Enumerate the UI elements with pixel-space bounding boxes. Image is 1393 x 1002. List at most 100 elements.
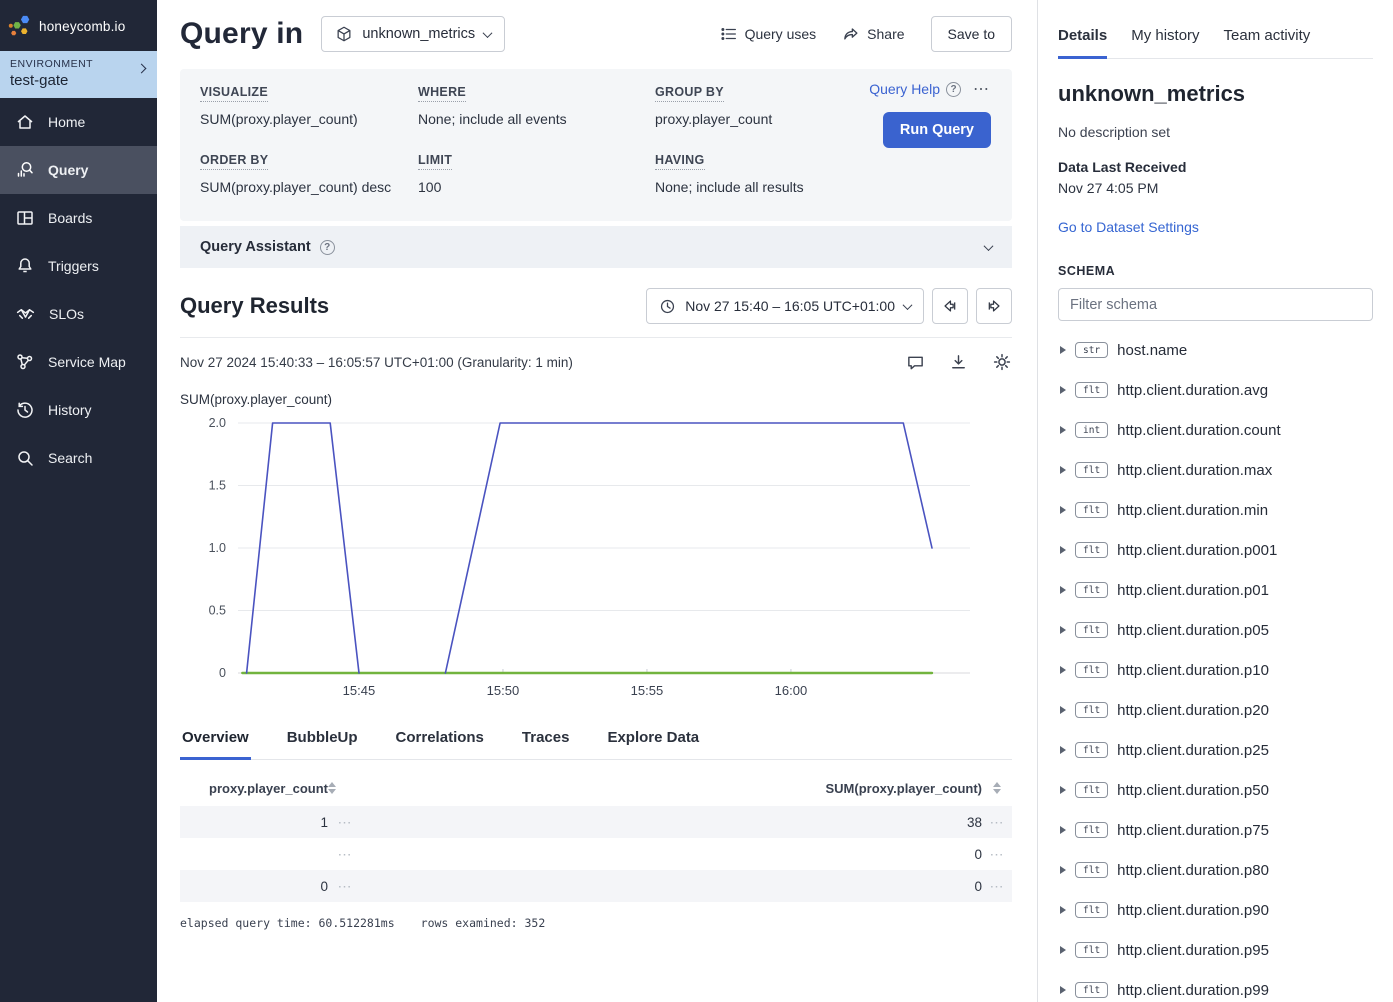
schema-item[interactable]: flt http.client.duration.p20 xyxy=(1058,690,1373,730)
query-uses-button[interactable]: Query uses xyxy=(720,25,817,43)
schema-item[interactable]: flt http.client.duration.min xyxy=(1058,490,1373,530)
details-tab-team-activity[interactable]: Team activity xyxy=(1223,27,1311,44)
table-row[interactable]: ⋯ 0 ⋯ xyxy=(180,838,1012,870)
row-menu-icon[interactable]: ⋯ xyxy=(989,845,1005,862)
schema-item[interactable]: int http.client.duration.count xyxy=(1058,410,1373,450)
tab-overview[interactable]: Overview xyxy=(180,720,251,760)
builder-field-visualize[interactable]: VISUALIZE SUM(proxy.player_count) xyxy=(200,83,418,127)
time-range-selector[interactable]: Nov 27 15:40 – 16:05 UTC+01:00 xyxy=(646,288,924,324)
home-icon xyxy=(15,112,35,132)
schema-filter-input[interactable] xyxy=(1058,288,1373,321)
time-back-button[interactable] xyxy=(932,288,968,324)
sidebar-item-query[interactable]: Query xyxy=(0,146,157,194)
svg-text:16:00: 16:00 xyxy=(775,683,808,698)
sidebar-item-search[interactable]: Search xyxy=(0,434,157,482)
save-to-button[interactable]: Save to xyxy=(930,16,1012,52)
row-menu-icon[interactable]: ⋯ xyxy=(989,877,1005,894)
honeycomb-logo[interactable]: honeycomb.io xyxy=(0,0,157,51)
builder-field-value: SUM(proxy.player_count) desc xyxy=(200,179,392,195)
schema-item[interactable]: flt http.client.duration.p95 xyxy=(1058,930,1373,970)
schema-item[interactable]: flt http.client.duration.p25 xyxy=(1058,730,1373,770)
row-menu-icon[interactable]: ⋯ xyxy=(337,813,353,830)
time-range-label: Nov 27 15:40 – 16:05 UTC+01:00 xyxy=(685,298,895,314)
dataset-selector[interactable]: unknown_metrics xyxy=(321,16,506,52)
row-menu-icon[interactable]: ⋯ xyxy=(337,845,353,862)
more-options-icon[interactable]: ⋯ xyxy=(973,81,990,98)
time-forward-button[interactable] xyxy=(976,288,1012,324)
builder-field-limit[interactable]: LIMIT 100 xyxy=(418,151,655,195)
schema-item[interactable]: flt http.client.duration.p99 xyxy=(1058,970,1373,1002)
details-tab-my-history[interactable]: My history xyxy=(1131,27,1200,44)
sidebar-item-home[interactable]: Home xyxy=(0,98,157,146)
query-assistant-bar[interactable]: Query Assistant ? xyxy=(180,226,1012,268)
table-row[interactable]: 0 ⋯ 0 ⋯ xyxy=(180,870,1012,902)
table-row[interactable]: 1 ⋯ 38 ⋯ xyxy=(180,806,1012,838)
type-badge: flt xyxy=(1075,742,1109,758)
type-badge: flt xyxy=(1075,542,1109,558)
schema-item[interactable]: flt http.client.duration.avg xyxy=(1058,370,1373,410)
row-menu-icon[interactable]: ⋯ xyxy=(337,877,353,894)
results-chart[interactable]: 0 0.5 1.0 1.5 2.0 15:45 15:50 15:55 16:00 xyxy=(180,411,1012,703)
sidebar-item-service-map[interactable]: Service Map xyxy=(0,338,157,386)
tab-explore-data[interactable]: Explore Data xyxy=(607,729,700,746)
page-title: Query in xyxy=(180,17,304,50)
environment-switcher[interactable]: ENVIRONMENT test-gate xyxy=(0,51,157,98)
caret-right-icon xyxy=(1060,986,1066,994)
schema-item[interactable]: flt http.client.duration.p75 xyxy=(1058,810,1373,850)
column-header-group: proxy.player_count xyxy=(209,780,328,796)
schema-field-name: http.client.duration.min xyxy=(1117,501,1269,519)
sidebar-item-triggers[interactable]: Triggers xyxy=(0,242,157,290)
gear-icon[interactable] xyxy=(992,352,1012,372)
caret-right-icon xyxy=(1060,586,1066,594)
schema-field-name: http.client.duration.p50 xyxy=(1117,781,1269,799)
comment-icon[interactable] xyxy=(906,353,925,372)
row-menu-icon[interactable]: ⋯ xyxy=(989,813,1005,830)
list-icon xyxy=(720,25,738,43)
builder-field-value: SUM(proxy.player_count) xyxy=(200,111,358,127)
share-button[interactable]: Share xyxy=(842,25,905,43)
builder-field-value: None; include all events xyxy=(418,111,567,127)
query-help-link[interactable]: Query Help ? xyxy=(869,81,961,97)
schema-item[interactable]: str host.name xyxy=(1058,330,1373,370)
schema-item[interactable]: flt http.client.duration.p50 xyxy=(1058,770,1373,810)
schema-item[interactable]: flt http.client.duration.p001 xyxy=(1058,530,1373,570)
run-query-button[interactable]: Run Query xyxy=(882,112,991,148)
schema-item[interactable]: flt http.client.duration.p90 xyxy=(1058,890,1373,930)
query-uses-label: Query uses xyxy=(744,26,817,42)
sort-icon[interactable] xyxy=(993,781,1001,795)
builder-field-order-by[interactable]: ORDER BY SUM(proxy.player_count) desc xyxy=(200,151,418,195)
details-tab-details[interactable]: Details xyxy=(1058,27,1108,59)
elapsed-time: elapsed query time: 60.512281ms xyxy=(180,916,395,930)
builder-field-group-by[interactable]: GROUP BY proxy.player_count xyxy=(655,83,885,127)
builder-field-where[interactable]: WHERE None; include all events xyxy=(418,83,655,127)
logo-text: honeycomb.io xyxy=(39,18,126,34)
sidebar-item-label: Search xyxy=(48,450,93,466)
tab-correlations[interactable]: Correlations xyxy=(395,729,484,746)
schema-item[interactable]: flt http.client.duration.p05 xyxy=(1058,610,1373,650)
type-badge: flt xyxy=(1075,662,1109,678)
svg-text:1.0: 1.0 xyxy=(209,541,226,555)
builder-field-label: HAVING xyxy=(655,153,705,170)
download-icon[interactable] xyxy=(949,353,968,372)
share-label: Share xyxy=(867,26,905,42)
schema-item[interactable]: flt http.client.duration.p80 xyxy=(1058,850,1373,890)
tab-traces[interactable]: Traces xyxy=(521,729,570,746)
results-meta-row: Nov 27 2024 15:40:33 – 16:05:57 UTC+01:0… xyxy=(180,352,1012,372)
caret-right-icon xyxy=(1060,866,1066,874)
builder-field-having[interactable]: HAVING None; include all results xyxy=(655,151,885,195)
query-stats: elapsed query time: 60.512281ms rows exa… xyxy=(180,916,1012,930)
schema-item[interactable]: flt http.client.duration.p01 xyxy=(1058,570,1373,610)
sidebar-item-slos[interactable]: SLOs xyxy=(0,290,157,338)
sort-icon[interactable] xyxy=(328,781,362,795)
schema-item[interactable]: flt http.client.duration.max xyxy=(1058,450,1373,490)
builder-field-label: LIMIT xyxy=(418,153,453,170)
dataset-settings-link[interactable]: Go to Dataset Settings xyxy=(1058,219,1199,235)
sidebar-item-boards[interactable]: Boards xyxy=(0,194,157,242)
help-icon: ? xyxy=(319,239,335,255)
tab-bubbleup[interactable]: BubbleUp xyxy=(286,729,358,746)
schema-item[interactable]: flt http.client.duration.p10 xyxy=(1058,650,1373,690)
schema-field-name: http.client.duration.p99 xyxy=(1117,981,1269,999)
svg-text:2.0: 2.0 xyxy=(209,416,226,430)
sidebar-item-history[interactable]: History xyxy=(0,386,157,434)
sidebar-item-label: Home xyxy=(48,114,86,130)
